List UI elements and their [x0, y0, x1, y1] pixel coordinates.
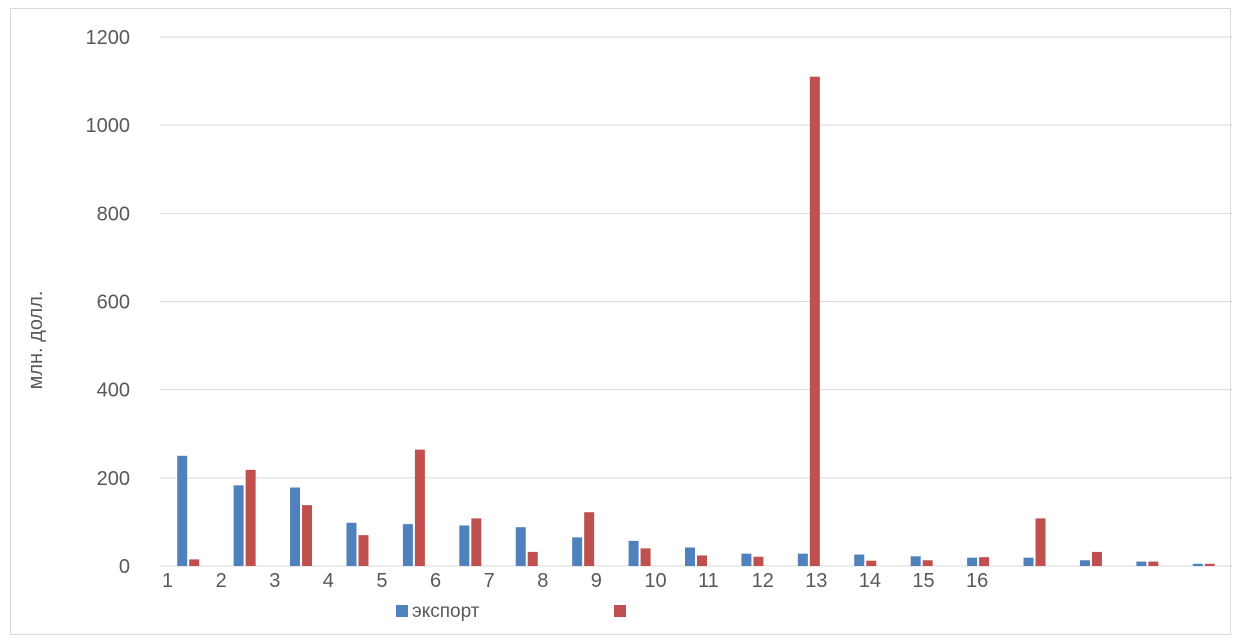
x-tick-label: 13	[805, 570, 827, 592]
bar-series-2-item-4	[358, 535, 369, 566]
legend-swatch-series-2	[614, 605, 626, 617]
bar-series-1-item-1	[177, 455, 188, 566]
bar-series-1-item-9	[628, 540, 639, 566]
x-tick-label: 7	[484, 570, 495, 592]
bar-series-2-item-17	[1091, 551, 1102, 566]
x-tick-label: 9	[591, 570, 602, 592]
bar-series-2-item-1	[189, 559, 200, 566]
bar-series-1-item-4	[346, 522, 357, 566]
bar-series-2-item-15	[979, 557, 990, 566]
bar-series-1-item-17	[1079, 560, 1090, 566]
bar-series-1-item-5	[402, 524, 413, 566]
x-tick-label: 10	[644, 570, 666, 592]
x-tick-label: 1	[162, 570, 173, 592]
bar-series-2-item-14	[922, 560, 933, 566]
y-tick-label: 800	[97, 203, 130, 225]
bar-series-2-item-3	[302, 505, 313, 566]
bar-series-1-item-8	[572, 537, 583, 566]
x-tick-label: 16	[966, 570, 988, 592]
gridlines	[160, 36, 1232, 567]
x-tick-label: 8	[537, 570, 548, 592]
x-tick-label: 14	[859, 570, 881, 592]
bar-series-2-item-19	[1204, 563, 1215, 566]
bar-series-2-item-13	[866, 560, 877, 566]
y-tick-label: 1000	[86, 115, 131, 137]
y-axis-label: млн. долл.	[25, 291, 47, 390]
bar-series-2-item-7	[527, 551, 538, 566]
bar-series-1-item-10	[685, 547, 695, 566]
x-tick-label: 11	[698, 570, 719, 592]
bars	[177, 76, 1215, 567]
x-tick-label: 3	[269, 570, 280, 592]
bar-series-1-item-18	[1136, 561, 1147, 566]
y-tick-label: 400	[97, 380, 130, 402]
bar-series-2-item-6	[471, 518, 482, 566]
bar-series-1-item-19	[1192, 563, 1203, 566]
legend-swatch-export	[396, 605, 408, 617]
bar-series-2-item-16	[1035, 518, 1046, 566]
legend: экспорт	[396, 601, 626, 622]
bar-series-2-item-9	[640, 548, 651, 566]
bar-series-1-item-11	[741, 553, 752, 566]
bar-series-2-item-11	[753, 556, 764, 566]
bar-series-1-item-6	[459, 525, 470, 566]
bar-series-1-item-14	[910, 556, 921, 566]
x-tick-label: 5	[376, 570, 387, 592]
x-tick-label: 12	[752, 570, 774, 592]
bar-series-1-item-16	[1023, 557, 1034, 566]
bar-series-1-item-12	[797, 553, 808, 566]
x-axis-ticks: 1 2 3 4 5 6 7 8 9 10 11 12 13 14 15 16	[162, 570, 988, 592]
bar-series-2-item-18	[1148, 561, 1159, 566]
bar-series-1-item-15	[967, 557, 978, 566]
bar-series-2-item-5	[414, 449, 425, 566]
chart-frame	[10, 8, 1231, 635]
x-tick-label: 15	[912, 570, 934, 592]
bar-series-2-item-12	[809, 76, 820, 567]
y-axis-ticks: 0 200 400 600 800 1000 1200	[86, 27, 131, 578]
x-tick-label: 6	[430, 570, 441, 592]
legend-label-export: экспорт	[412, 601, 480, 622]
x-tick-label: 2	[216, 570, 227, 592]
bar-series-1-item-2	[233, 485, 244, 566]
x-tick-label: 4	[323, 570, 334, 592]
bar-series-1-item-7	[515, 527, 526, 566]
bar-series-2-item-10	[697, 555, 707, 566]
bar-series-1-item-13	[854, 554, 865, 566]
bar-series-2-item-2	[245, 469, 256, 566]
y-tick-label: 1200	[86, 27, 131, 49]
y-tick-label: 200	[97, 468, 130, 490]
y-tick-label: 0	[119, 556, 130, 578]
y-tick-label: 600	[97, 292, 130, 314]
bar-series-1-item-3	[290, 487, 301, 566]
bar-series-2-item-8	[584, 512, 595, 566]
